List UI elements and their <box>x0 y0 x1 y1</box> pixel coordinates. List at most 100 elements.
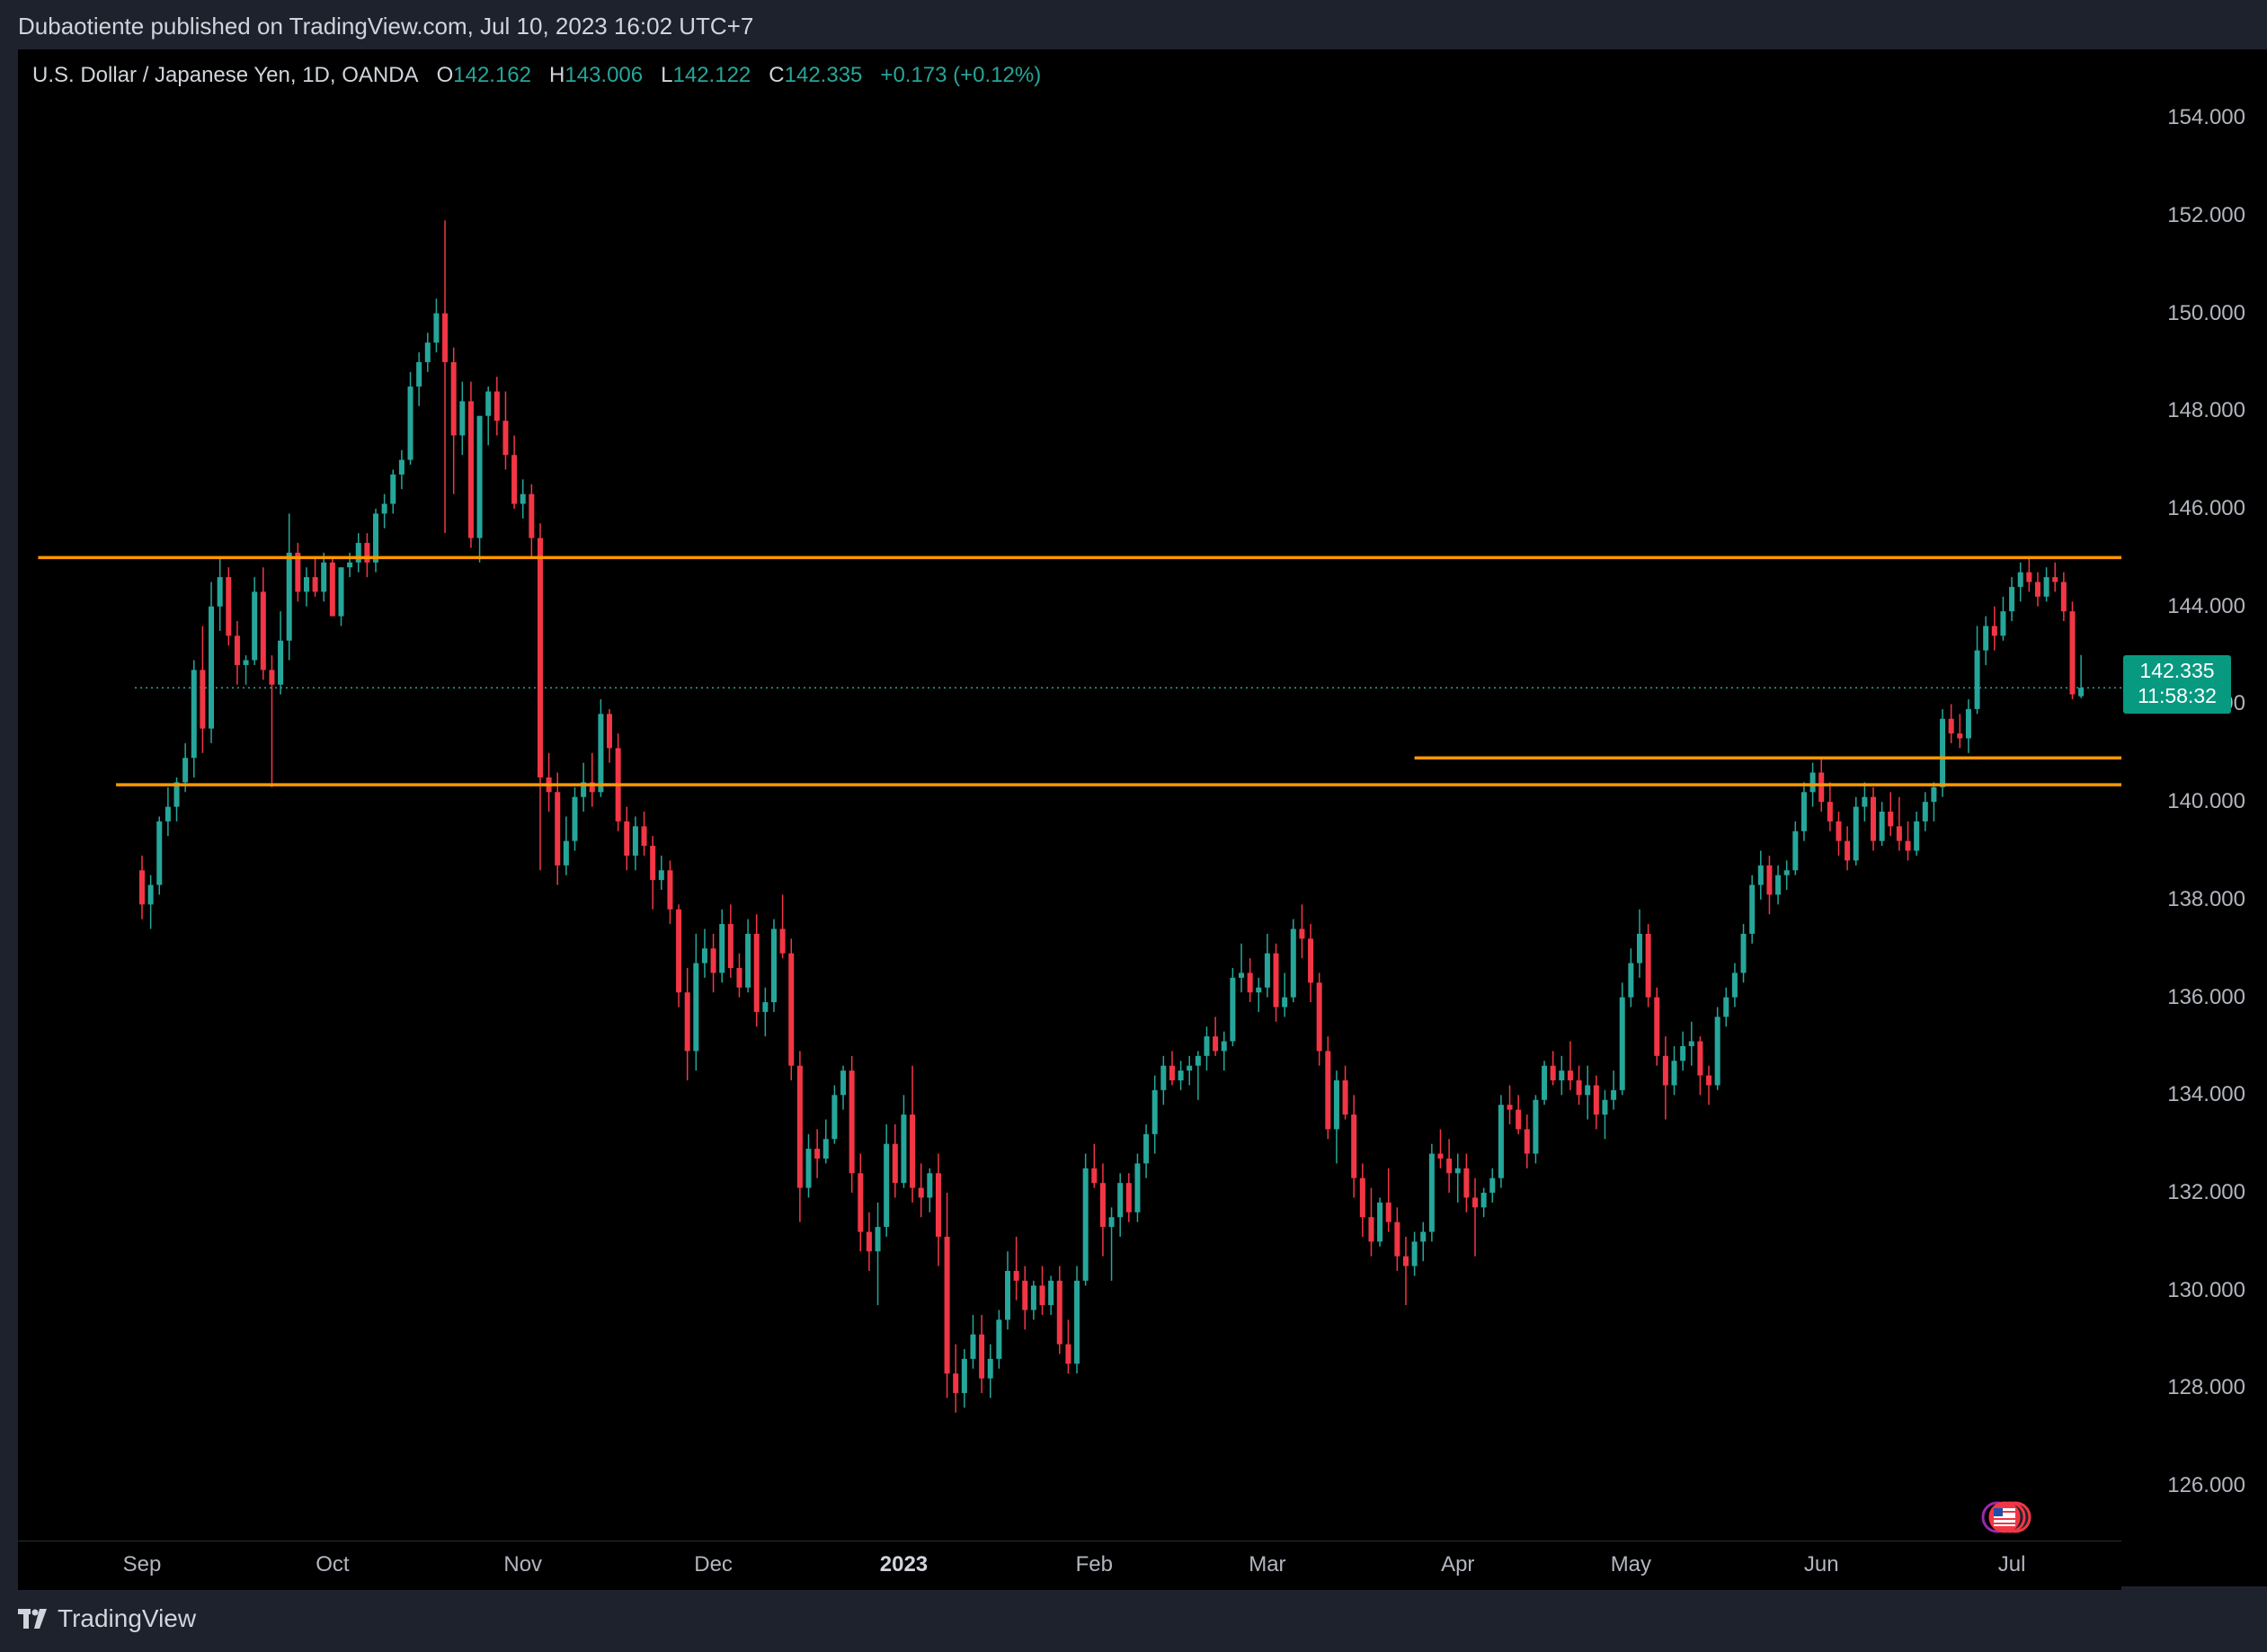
candle[interactable] <box>1792 821 1799 875</box>
candle[interactable] <box>476 415 483 563</box>
candle[interactable] <box>1325 1036 1331 1140</box>
candle[interactable] <box>710 933 716 993</box>
candle[interactable] <box>433 298 440 353</box>
candle[interactable] <box>390 469 396 514</box>
candle[interactable] <box>1221 1031 1227 1071</box>
candle[interactable] <box>234 621 240 685</box>
candle[interactable] <box>1160 1055 1167 1106</box>
candle[interactable] <box>1922 792 1928 831</box>
candle[interactable] <box>607 708 613 763</box>
candle[interactable] <box>1628 948 1634 1008</box>
candlestick-chart[interactable] <box>18 49 2121 1540</box>
candle[interactable] <box>191 660 197 777</box>
candle[interactable] <box>598 698 604 797</box>
candle[interactable] <box>1099 1163 1106 1257</box>
candle[interactable] <box>373 508 379 573</box>
candle[interactable] <box>1178 1061 1184 1090</box>
candle[interactable] <box>1134 1153 1141 1222</box>
candle[interactable] <box>1983 616 1989 665</box>
candle[interactable] <box>1264 933 1270 998</box>
candle[interactable] <box>1965 698 1971 753</box>
candle[interactable] <box>581 762 587 813</box>
candle[interactable] <box>1437 1129 1444 1168</box>
candle[interactable] <box>1662 1036 1668 1120</box>
candle[interactable] <box>226 567 232 646</box>
candle[interactable] <box>1697 1036 1703 1096</box>
candle[interactable] <box>1377 1197 1383 1247</box>
candle[interactable] <box>252 577 258 665</box>
candle[interactable] <box>796 1051 803 1222</box>
candle[interactable] <box>1940 708 1946 797</box>
candle[interactable] <box>2034 572 2040 607</box>
candle[interactable] <box>632 816 638 871</box>
candle[interactable] <box>164 786 171 837</box>
candle[interactable] <box>1308 924 1314 1003</box>
candle[interactable] <box>1480 1187 1487 1218</box>
candle[interactable] <box>1576 1065 1582 1106</box>
economic-events-icon[interactable] <box>1978 1499 2049 1539</box>
candle[interactable] <box>502 391 509 470</box>
candle[interactable] <box>1273 943 1279 1022</box>
candle[interactable] <box>831 1085 838 1144</box>
candle[interactable] <box>987 1344 993 1399</box>
candle[interactable] <box>624 806 630 871</box>
candle[interactable] <box>1731 963 1738 1008</box>
candle[interactable] <box>295 543 301 602</box>
candle[interactable] <box>2043 567 2049 602</box>
candle[interactable] <box>1931 782 1937 822</box>
candle[interactable] <box>1688 1021 1694 1066</box>
candle[interactable] <box>1498 1095 1504 1188</box>
candle[interactable] <box>1593 1075 1599 1130</box>
candle[interactable] <box>1446 1139 1453 1194</box>
candle[interactable] <box>1169 1051 1175 1086</box>
candle[interactable] <box>511 435 518 509</box>
candle[interactable] <box>1065 1319 1071 1374</box>
candle[interactable] <box>1022 1266 1028 1330</box>
candle[interactable] <box>770 919 777 1012</box>
candle[interactable] <box>676 904 682 1008</box>
candle[interactable] <box>147 875 154 929</box>
candle[interactable] <box>269 655 275 787</box>
candle[interactable] <box>996 1310 1002 1369</box>
candle[interactable] <box>1619 982 1625 1096</box>
candle[interactable] <box>398 449 405 490</box>
candle[interactable] <box>641 812 647 856</box>
candle[interactable] <box>970 1314 976 1369</box>
candle[interactable] <box>2069 601 2076 699</box>
candle[interactable] <box>1550 1051 1556 1086</box>
candle[interactable] <box>1074 1266 1080 1374</box>
candle[interactable] <box>1800 782 1807 841</box>
candle[interactable] <box>2026 557 2032 592</box>
candle[interactable] <box>217 557 223 631</box>
candle[interactable] <box>321 552 327 602</box>
candle[interactable] <box>338 567 344 626</box>
candle[interactable] <box>1706 1065 1712 1106</box>
candle[interactable] <box>467 381 474 548</box>
candle[interactable] <box>1585 1065 1591 1120</box>
candle[interactable] <box>1316 973 1322 1066</box>
candle[interactable] <box>1463 1153 1470 1212</box>
candle[interactable] <box>736 953 742 998</box>
candle[interactable] <box>1524 1115 1530 1168</box>
candle[interactable] <box>1195 1051 1201 1100</box>
candle[interactable] <box>286 513 292 661</box>
candle[interactable] <box>944 1193 950 1399</box>
candle[interactable] <box>1757 850 1764 900</box>
candle[interactable] <box>884 1124 890 1237</box>
candle[interactable] <box>1871 786 1876 851</box>
candle[interactable] <box>485 386 492 446</box>
candle[interactable] <box>1351 1095 1357 1198</box>
candle[interactable] <box>329 557 335 617</box>
candle[interactable] <box>1542 1061 1548 1106</box>
candle[interactable] <box>1611 1070 1617 1110</box>
candle[interactable] <box>1187 1055 1193 1086</box>
candle[interactable] <box>910 1065 916 1203</box>
candle[interactable] <box>1957 714 1963 749</box>
candle[interactable] <box>1290 919 1296 1003</box>
candle[interactable] <box>693 933 699 1071</box>
candle[interactable] <box>650 836 656 910</box>
candle[interactable] <box>615 733 621 831</box>
candle[interactable] <box>1299 904 1305 959</box>
candle[interactable] <box>1654 987 1660 1066</box>
candle[interactable] <box>927 1168 933 1212</box>
